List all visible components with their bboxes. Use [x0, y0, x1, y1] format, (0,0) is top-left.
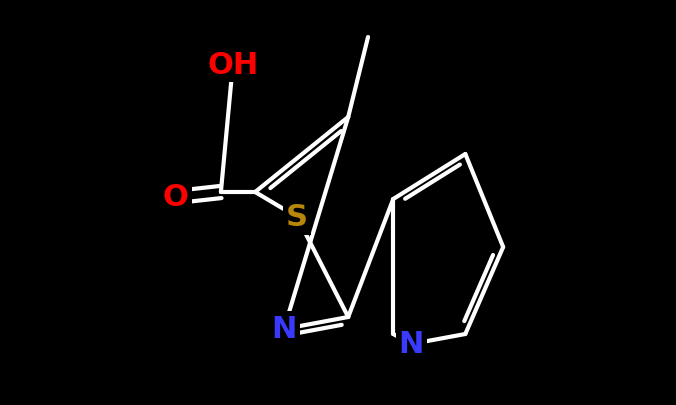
Text: OH: OH — [208, 50, 258, 79]
Text: N: N — [399, 330, 424, 358]
Text: S: S — [286, 203, 308, 232]
Text: N: N — [271, 315, 297, 344]
Text: O: O — [163, 183, 189, 212]
